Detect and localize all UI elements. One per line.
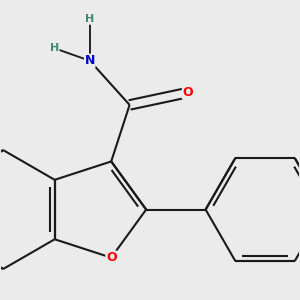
Text: O: O xyxy=(106,251,116,264)
Text: H: H xyxy=(50,43,59,53)
Text: H: H xyxy=(85,14,94,24)
Text: N: N xyxy=(85,54,95,67)
Text: O: O xyxy=(182,86,193,99)
